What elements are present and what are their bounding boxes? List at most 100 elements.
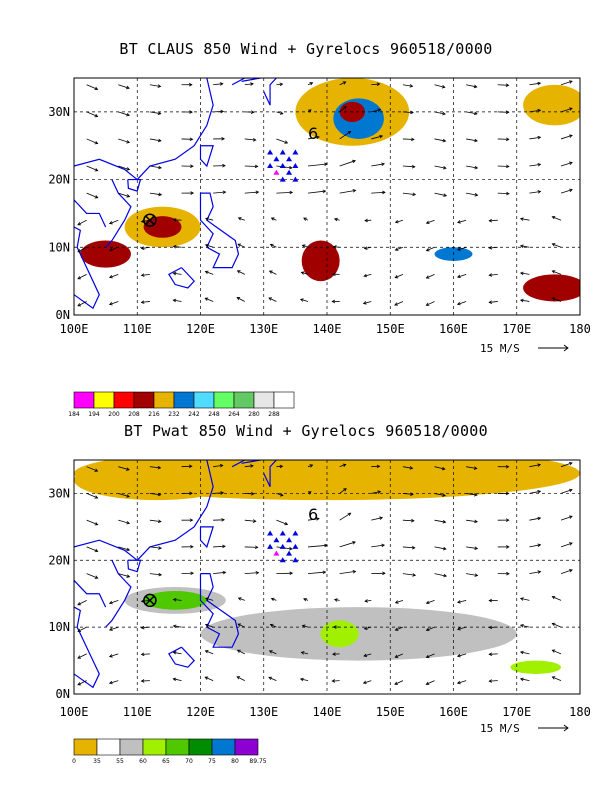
wind-vector: [238, 217, 245, 221]
wind-vector-head: [456, 600, 461, 604]
wind-vector-head: [457, 220, 461, 224]
storm-center-cross: [145, 595, 155, 605]
wind-vector: [363, 301, 372, 304]
x-tick-label: 180: [569, 705, 591, 719]
coastline: [74, 199, 107, 228]
wind-vector-head: [505, 137, 510, 142]
wind-vector-head: [551, 297, 556, 301]
wind-vector-head: [442, 493, 446, 497]
wind-vector-head: [569, 161, 573, 165]
gyre-location-marker: [292, 149, 299, 155]
wind-vector-head: [364, 218, 368, 223]
colorbar-swatch: [113, 391, 135, 409]
storm-center-marker: [143, 213, 157, 227]
coastline: [74, 579, 107, 608]
wind-vector: [552, 243, 562, 248]
wind-vector: [77, 274, 87, 280]
wind-vector: [364, 626, 372, 630]
wind-vector: [529, 571, 541, 575]
wind-vector: [339, 488, 347, 494]
wind-vector: [520, 651, 530, 655]
wind-vector: [109, 219, 119, 224]
reference-vector-label: 15 M/S: [480, 342, 520, 355]
wind-vector: [109, 301, 119, 305]
wind-vector-head: [126, 112, 130, 117]
wind-vector-head: [189, 491, 193, 496]
gyre-location-marker: [292, 530, 299, 536]
wind-vector: [520, 272, 530, 275]
wind-vector-head: [488, 652, 493, 656]
wind-vector-head: [108, 600, 113, 605]
wind-vector: [402, 165, 415, 168]
wind-vector-head: [364, 599, 368, 603]
wind-vector-head: [204, 676, 209, 680]
coastline: [199, 145, 214, 168]
wind-vector: [363, 273, 372, 277]
wind-vector: [118, 493, 130, 497]
wind-vector-head: [94, 522, 99, 526]
colorbar-label: 0: [72, 758, 76, 765]
wind-vector-head: [250, 491, 255, 496]
wind-vector-head: [255, 571, 260, 575]
wind-vector-head: [569, 542, 573, 546]
wind-vector-head: [322, 570, 327, 575]
wind-vector: [213, 83, 223, 86]
y-tick-label: 20N: [48, 173, 70, 187]
wind-vector-head: [222, 190, 227, 195]
wind-vector: [394, 680, 404, 685]
y-tick-label: 0N: [56, 687, 70, 701]
wind-vector: [141, 301, 150, 303]
colorbar-swatch: [193, 391, 215, 409]
gyre-location-marker: [273, 537, 280, 543]
colorbar-swatch: [93, 391, 115, 409]
wind-vector: [560, 162, 573, 167]
wind-vector-head: [443, 193, 448, 197]
y-tick-label: 30N: [48, 105, 70, 119]
wind-vector-head: [300, 651, 305, 655]
colorbar-label: 65: [162, 758, 170, 765]
wind-vector-head: [222, 570, 227, 575]
wind-vector: [173, 625, 182, 628]
wind-vector-head: [219, 463, 224, 468]
wind-vector: [529, 517, 541, 521]
wind-vector: [181, 572, 194, 575]
wind-vector-head: [551, 676, 556, 680]
wind-vector: [271, 598, 277, 601]
wind-vector: [497, 192, 509, 195]
gyre-location-marker: [279, 176, 286, 182]
wind-vector-head: [250, 464, 254, 468]
gyre-location-marker: [279, 163, 286, 169]
coastline: [263, 460, 277, 487]
coastline: [168, 267, 195, 289]
wind-vector: [426, 653, 435, 658]
wind-vector-head: [347, 512, 352, 516]
wind-vector: [434, 573, 447, 577]
wind-vector-head: [394, 600, 399, 604]
wind-vector: [339, 512, 351, 521]
wind-vector: [339, 541, 356, 548]
wind-vector: [489, 219, 498, 222]
wind-vector: [529, 136, 541, 140]
gyre-location-marker: [292, 163, 299, 169]
wind-vector-head: [474, 165, 479, 170]
wind-vector: [402, 192, 416, 195]
wind-vector: [552, 649, 562, 655]
wind-vector: [77, 246, 87, 253]
wind-vector-head: [204, 243, 209, 248]
wind-vector: [77, 653, 87, 659]
y-tick-label: 10N: [48, 240, 70, 254]
wind-vector: [552, 297, 562, 302]
wind-vector-head: [352, 541, 356, 545]
colorbar-label: 242: [188, 411, 200, 418]
wind-vector: [173, 299, 182, 302]
wind-vector-head: [279, 493, 284, 497]
wind-vector: [363, 653, 372, 657]
wind-vector-head: [126, 547, 131, 552]
coastline: [199, 573, 240, 648]
wind-vector-head: [537, 135, 542, 140]
wind-vector: [118, 573, 130, 578]
x-tick-label: 170E: [502, 705, 531, 719]
coastline: [74, 606, 100, 689]
wind-vector: [118, 165, 130, 170]
wind-vector-head: [288, 546, 293, 551]
